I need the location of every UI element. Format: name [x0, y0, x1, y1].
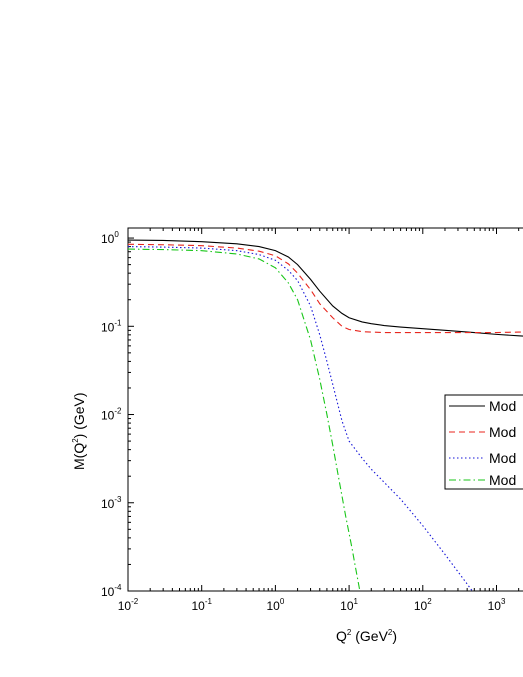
x-tick-label: 101 [340, 597, 358, 613]
x-axis-title-unit: (GeV [351, 628, 388, 644]
series-line-4 [128, 248, 361, 591]
x-tick-label: 103 [488, 597, 506, 613]
y-axis-title-m: M(Q [71, 443, 87, 470]
series-line-2 [128, 243, 523, 334]
series-line-3 [128, 246, 473, 591]
legend: Mod Mod Mod Mod [444, 394, 523, 490]
legend-label-2: Mod [489, 424, 516, 440]
y-tick-label: 100 [101, 230, 119, 246]
x-axis-title-close: ) [392, 628, 397, 644]
y-tick-label: 10-2 [101, 407, 122, 423]
x-axis-ticks: 10-2 10-1 100 101 102 103 [118, 228, 520, 613]
x-tick-label: 102 [414, 597, 432, 613]
x-axis-title: Q2 (GeV2) [336, 628, 397, 644]
y-tick-label: 10-4 [101, 583, 122, 599]
x-tick-label: 10-2 [118, 597, 139, 613]
legend-box [444, 394, 523, 490]
y-tick-label: 10-3 [101, 495, 122, 511]
series-layer [128, 239, 523, 591]
series-line-1 [128, 239, 523, 337]
y-axis-ticks: 10-4 10-3 10-2 10-1 100 [101, 230, 134, 599]
x-axis-title-sup2: 2 [388, 628, 393, 637]
y-axis-title-rest: ) (GeV) [71, 392, 87, 438]
x-tick-label: 100 [266, 597, 284, 613]
x-tick-label: 10-1 [191, 597, 212, 613]
y-axis-title-sup: 2 [71, 438, 80, 443]
x-axis-title-q: Q [336, 628, 347, 644]
legend-label-4: Mod [489, 472, 516, 488]
y-tick-label: 10-1 [101, 318, 122, 334]
y-axis-title: M(Q2) (GeV) [71, 392, 87, 470]
legend-label-3: Mod [489, 450, 516, 466]
legend-label-1: Mod [489, 398, 516, 414]
x-axis-title-sup1: 2 [347, 628, 352, 637]
